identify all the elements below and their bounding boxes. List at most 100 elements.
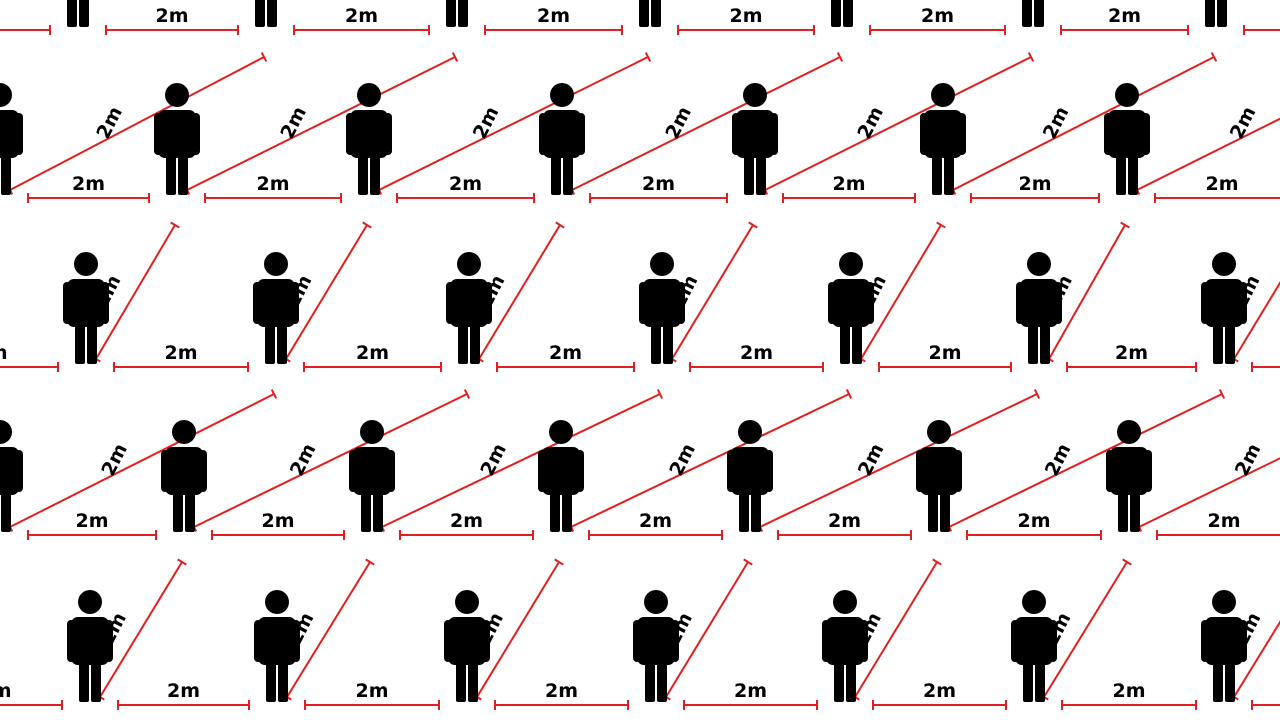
horizontal-distance-line <box>304 700 440 710</box>
distance-label: 2m <box>832 173 865 195</box>
distance-label: 2m <box>1207 510 1240 532</box>
distance-label: 2m <box>537 5 570 27</box>
horizontal-distance-line <box>396 193 535 203</box>
person-icon <box>727 420 773 532</box>
person-icon <box>444 590 490 702</box>
horizontal-distance-line <box>1156 530 1280 540</box>
distance-label: 2m <box>1115 342 1148 364</box>
horizontal-distance-line <box>782 193 916 203</box>
person-icon <box>253 252 299 364</box>
horizontal-distance-line <box>1251 700 1280 710</box>
person-icon <box>1011 590 1057 702</box>
distance-label: 2m <box>355 680 388 702</box>
horizontal-distance-line <box>113 362 249 372</box>
person-icon <box>916 420 962 532</box>
horizontal-distance-line <box>0 700 63 710</box>
distance-label: 2m <box>450 510 483 532</box>
horizontal-distance-line <box>588 530 723 540</box>
distance-label: 2m <box>545 680 578 702</box>
distance-label: 2m <box>449 173 482 195</box>
distance-label: 2m <box>639 510 672 532</box>
distance-label: 2m <box>164 342 197 364</box>
person-icon <box>1022 0 1044 27</box>
horizontal-distance-line <box>677 25 815 35</box>
distance-label: 2m <box>1018 173 1051 195</box>
person-icon <box>920 83 966 195</box>
person-icon <box>0 420 23 532</box>
horizontal-distance-line <box>105 25 239 35</box>
person-icon <box>1201 252 1247 364</box>
person-icon <box>63 252 109 364</box>
horizontal-distance-line <box>1061 700 1197 710</box>
person-icon <box>67 590 113 702</box>
person-icon <box>446 0 468 27</box>
distance-label: 2m <box>0 342 8 364</box>
distance-label: 2m <box>72 173 105 195</box>
person-icon <box>831 0 853 27</box>
horizontal-distance-line <box>683 700 818 710</box>
person-icon <box>828 252 874 364</box>
distance-label: 2m <box>0 680 12 702</box>
distance-label: 2m <box>923 680 956 702</box>
distance-label: 2m <box>928 342 961 364</box>
horizontal-distance-line <box>869 25 1006 35</box>
distance-label: 2m <box>256 173 289 195</box>
horizontal-distance-line <box>27 530 157 540</box>
horizontal-distance-line <box>1243 25 1280 35</box>
horizontal-distance-line <box>878 362 1012 372</box>
horizontal-distance-line <box>1251 362 1280 372</box>
person-icon <box>1201 590 1247 702</box>
person-icon <box>639 0 661 27</box>
distance-label: 2m <box>345 5 378 27</box>
distance-label: 2m <box>167 680 200 702</box>
distance-label: 2m <box>155 5 188 27</box>
horizontal-distance-line <box>872 700 1007 710</box>
distance-labels: 2m 2m 2m 2m 2m 2m 2m 2m 2m 2m 2m 2m 2m 2m 2m 2m 2m 2m 2m 2m… <box>0 5 1265 702</box>
person-icon <box>446 252 492 364</box>
horizontal-distance-line <box>0 362 59 372</box>
person-icon <box>1104 83 1150 195</box>
distance-label: 2m <box>740 342 773 364</box>
horizontal-distance-line <box>303 362 442 372</box>
horizontal-distance-line <box>970 193 1100 203</box>
distance-label: 2m <box>729 5 762 27</box>
person-icon <box>254 590 300 702</box>
horizontal-distance-line <box>589 193 728 203</box>
distance-label: 2m <box>356 342 389 364</box>
horizontal-distance-line <box>1060 25 1189 35</box>
horizontal-distance-line <box>204 193 342 203</box>
person-icon <box>822 590 868 702</box>
distance-label: 2m <box>1108 5 1141 27</box>
person-icon <box>539 83 585 195</box>
person-icon <box>154 83 200 195</box>
distance-label: 2m <box>1112 680 1145 702</box>
distance-label: 2m <box>75 510 108 532</box>
distance-label: 2m <box>261 510 294 532</box>
horizontal-distance-line <box>484 25 623 35</box>
person-icon <box>1106 420 1152 532</box>
horizontal-distance-line <box>27 193 150 203</box>
person-icon <box>732 83 778 195</box>
horizontal-distance-line <box>689 362 824 372</box>
horizontal-distance-line <box>494 700 629 710</box>
person-icon <box>346 83 392 195</box>
horizontal-distance-line <box>966 530 1102 540</box>
distance-label: 2m <box>921 5 954 27</box>
horizontal-distance-line <box>117 700 250 710</box>
distance-label: 2m <box>1017 510 1050 532</box>
distance-label: 2m <box>828 510 861 532</box>
horizontal-distance-line <box>1154 193 1280 203</box>
person-icon <box>349 420 395 532</box>
horizontal-distance-line <box>399 530 534 540</box>
horizontal-distance-line <box>0 25 51 35</box>
horizontal-distance-line <box>211 530 345 540</box>
person-icon <box>538 420 584 532</box>
person-icon <box>0 83 23 195</box>
person-icon <box>633 590 679 702</box>
person-icon <box>67 0 89 27</box>
distance-label: 2m <box>642 173 675 195</box>
horizontal-distance-line <box>293 25 430 35</box>
distance-label: 2m <box>1205 173 1238 195</box>
person-icon <box>639 252 685 364</box>
